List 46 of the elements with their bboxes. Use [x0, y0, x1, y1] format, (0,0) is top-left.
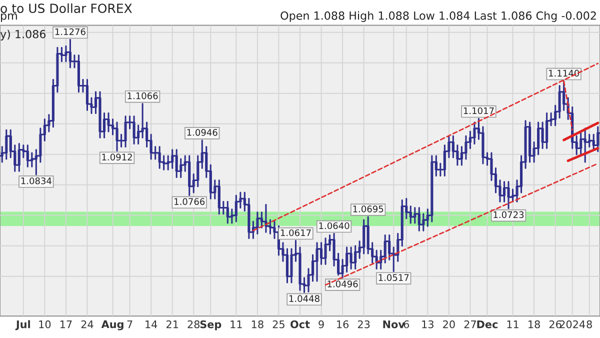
- annotation: 1.0834: [21, 177, 52, 184]
- x-tick-label: 8: [586, 320, 592, 328]
- chart-subtitle: Open 1.088 High 1.088 Low 1.084 Last 1.086 Chg -0.002: [280, 11, 596, 22]
- x-tick-label: 25: [272, 320, 284, 328]
- annotation: 1.0517: [378, 274, 409, 281]
- x-tick-label: Jul: [15, 320, 30, 330]
- x-tick-label: 18: [528, 320, 540, 328]
- x-tick-label: Dec: [477, 320, 498, 328]
- x-tick-label: 2024: [560, 320, 586, 328]
- x-tick-label: 17: [60, 320, 72, 328]
- x-tick-label: 27: [464, 320, 476, 328]
- x-tick-label: 20: [443, 320, 455, 328]
- x-tick-label: 14: [146, 320, 158, 328]
- annotation: 1.1017: [464, 107, 494, 114]
- annotation: 1.0912: [102, 154, 132, 160]
- annotation: y) 1.086: [0, 30, 46, 40]
- annotation: 1.1066: [128, 92, 158, 100]
- annotation: 1.0766: [174, 198, 205, 206]
- x-tick-label: Sep: [200, 320, 222, 330]
- x-tick-label: 23: [358, 320, 370, 328]
- annotation: 1.0617: [280, 229, 311, 236]
- x-tick-label: Nov: [383, 320, 405, 328]
- x-tick-label: 6: [404, 320, 410, 328]
- x-tick-label: 9: [318, 320, 324, 328]
- annotation: 1.0640: [319, 222, 350, 230]
- annotation: 1.1276: [55, 28, 86, 36]
- annotation: 1.0695: [353, 206, 384, 212]
- x-tick-label: 24: [81, 320, 94, 328]
- x-tick-label: 28: [188, 320, 200, 328]
- chart-title: o to US Dollar FOREX: [0, 3, 132, 14]
- x-tick-label: 18: [252, 320, 264, 328]
- x-tick-label: 11: [507, 320, 518, 328]
- annotation: 1.0723: [494, 211, 524, 218]
- x-tick-label: 21: [166, 320, 178, 328]
- x-tick-label: Oct: [290, 320, 310, 328]
- x-tick-label: 7: [127, 320, 132, 328]
- x-tick-label: 13: [422, 320, 434, 328]
- x-tick-label: 11: [230, 320, 242, 328]
- x-tick-label: 16: [337, 320, 349, 328]
- text: pm: [1, 13, 17, 22]
- annotation: 1.0946: [187, 128, 218, 136]
- x-tick-label: 10: [39, 320, 51, 328]
- x-tick-label: 26: [549, 320, 562, 328]
- annotation: 1.0496: [328, 280, 358, 288]
- x-tick-label: Aug: [101, 320, 124, 330]
- annotation: 1.0448: [289, 295, 320, 302]
